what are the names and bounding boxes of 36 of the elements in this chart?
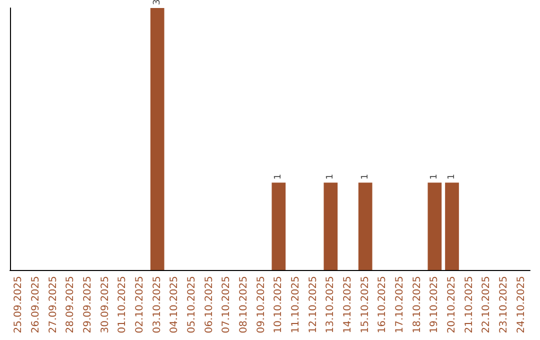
data-label: 1 bbox=[326, 174, 336, 180]
x-tick-label: 11.10.2025 bbox=[290, 276, 302, 334]
x-tick-label: 21.10.2025 bbox=[464, 276, 475, 334]
x-tick-label: 27.09.2025 bbox=[48, 276, 59, 334]
x-tick-label: 24.10.2025 bbox=[516, 276, 527, 334]
x-tick-label: 10.10.2025 bbox=[273, 276, 284, 334]
data-label: 1 bbox=[274, 174, 284, 180]
x-tick-label: 18.10.2025 bbox=[412, 276, 423, 334]
x-tick-label: 02.10.2025 bbox=[134, 276, 146, 334]
x-tick-label: 05.10.2025 bbox=[186, 276, 198, 334]
x-tick-label: 26.09.2025 bbox=[30, 276, 42, 334]
x-tick-label: 29.09.2025 bbox=[82, 276, 94, 334]
x-tick-label: 19.10.2025 bbox=[429, 276, 440, 334]
x-tick-label: 01.10.2025 bbox=[117, 276, 128, 334]
x-tick-label: 20.10.2025 bbox=[446, 276, 458, 334]
x-tick-label: 28.09.2025 bbox=[65, 276, 76, 334]
x-tick-label: 22.10.2025 bbox=[481, 276, 492, 334]
x-tick-label: 08.10.2025 bbox=[238, 276, 250, 334]
x-tick-label: 15.10.2025 bbox=[360, 276, 371, 334]
data-label: 1 bbox=[430, 174, 440, 180]
x-tick-label: 09.10.2025 bbox=[256, 276, 267, 334]
x-tick-label: 25.09.2025 bbox=[13, 276, 24, 334]
x-tick-label: 14.10.2025 bbox=[342, 276, 354, 334]
x-tick-label: 04.10.2025 bbox=[169, 276, 180, 334]
x-tick-label: 16.10.2025 bbox=[377, 276, 388, 334]
x-tick-label: 23.10.2025 bbox=[498, 276, 510, 334]
data-label: 1 bbox=[447, 174, 457, 180]
data-label: 1 bbox=[360, 174, 370, 180]
x-tick-label: 12.10.2025 bbox=[308, 276, 319, 334]
x-tick-label: 17.10.2025 bbox=[394, 276, 406, 334]
x-tick-label: 13.10.2025 bbox=[325, 276, 336, 334]
x-tick-label: 06.10.2025 bbox=[204, 276, 215, 334]
x-tick-label: 07.10.2025 bbox=[221, 276, 232, 334]
data-label: 3 bbox=[152, 0, 162, 5]
x-tick-label: 30.09.2025 bbox=[100, 276, 111, 334]
x-tick-label: 03.10.2025 bbox=[152, 276, 163, 334]
